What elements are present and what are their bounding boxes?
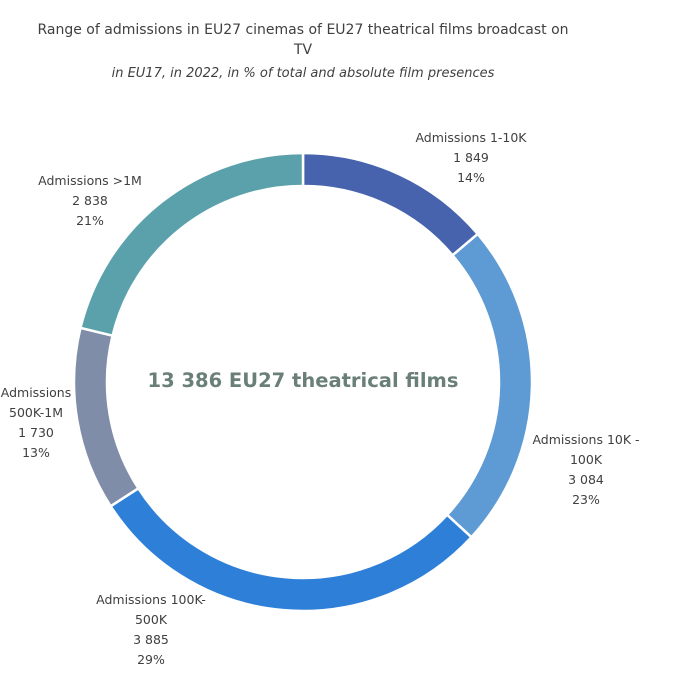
donut-slice-4 xyxy=(72,326,141,508)
slice-percent-label: 13% xyxy=(22,445,50,460)
slice-category-label-cont: 500K-1M xyxy=(9,405,63,420)
slice-category-label-cont: 100K xyxy=(570,452,603,467)
slice-label-3: Admissions 100K- 500K 3 885 29% xyxy=(96,592,206,667)
donut-slices xyxy=(72,151,534,613)
slice-label-2: Admissions 10K - 100K 3 084 23% xyxy=(532,432,639,507)
slice-percent-label: 23% xyxy=(572,492,600,507)
slice-percent-label: 21% xyxy=(76,213,104,228)
slice-value-label: 1 730 xyxy=(18,425,54,440)
slice-percent-label: 14% xyxy=(457,170,485,185)
slice-category-label-cont: 500K xyxy=(135,612,168,627)
donut-slice-2 xyxy=(445,232,534,539)
slice-value-label: 3 084 xyxy=(568,472,604,487)
slice-labels: Admissions 1-10K 1 849 14% Admissions 10K -… xyxy=(1,130,640,667)
donut-slice-5 xyxy=(78,151,305,338)
slice-value-label: 1 849 xyxy=(453,150,489,165)
slice-category-label: Admissions xyxy=(1,385,72,400)
slice-label-5: Admissions >1M 2 838 21% xyxy=(38,173,142,228)
chart-title-line-1: Range of admissions in EU27 cinemas of E… xyxy=(37,22,568,38)
chart-subtitle: in EU17, in 2022, in % of total and abso… xyxy=(112,66,495,81)
slice-category-label: Admissions 1-10K xyxy=(415,130,527,145)
donut-slice-1 xyxy=(301,151,480,258)
slice-label-4: Admissions 500K-1M 1 730 13% xyxy=(1,385,72,460)
slice-category-label: Admissions >1M xyxy=(38,173,142,188)
slice-category-label: Admissions 100K- xyxy=(96,592,206,607)
slice-percent-label: 29% xyxy=(137,652,165,667)
slice-value-label: 2 838 xyxy=(72,193,108,208)
slice-category-label: Admissions 10K - xyxy=(532,432,639,447)
center-label: 13 386 EU27 theatrical films xyxy=(148,369,459,392)
slice-label-1: Admissions 1-10K 1 849 14% xyxy=(415,130,527,185)
chart-title-line-2: TV xyxy=(293,42,313,58)
slice-value-label: 3 885 xyxy=(133,632,169,647)
